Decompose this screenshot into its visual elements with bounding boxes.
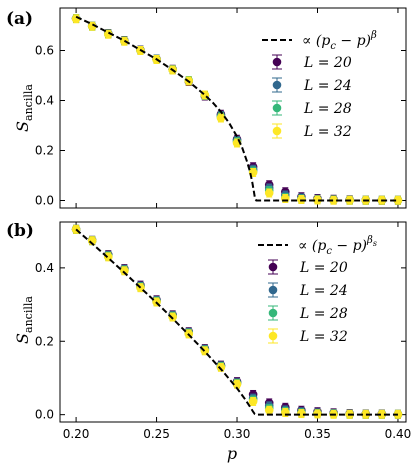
legend-marker [268, 282, 278, 298]
x-tick-label: 0.35 [304, 427, 331, 441]
fit-curve-b [75, 228, 398, 416]
legend-series-label: L = 32 [299, 329, 348, 345]
data-point [216, 113, 226, 123]
data-point [103, 29, 113, 39]
ticks-b: 0.20 0.25 0.30 0.35 0.40 0.0 0.2 0.4 [35, 222, 411, 441]
fit-line [75, 228, 398, 416]
data-point [120, 266, 129, 276]
data-point [361, 409, 371, 419]
legend-series-label: L = 20 [303, 55, 352, 71]
y-tick-label: 0.6 [35, 44, 54, 58]
data-point [248, 396, 258, 406]
y-axis-label-a: Sancilla [13, 84, 35, 132]
legend-marker [268, 328, 278, 344]
legend-series-label: L = 28 [303, 101, 352, 117]
legend-marker [268, 305, 278, 321]
y-tick-label: 0.0 [35, 408, 54, 422]
x-tick-label: 0.25 [143, 427, 170, 441]
legend-series-label: L = 24 [299, 283, 348, 299]
data-point [281, 194, 290, 203]
legend-fit-label: ∝ (pc − p)β [302, 30, 377, 52]
data-point [393, 195, 403, 205]
data-point [329, 195, 338, 205]
x-tick-label: 0.40 [385, 427, 412, 441]
y-axis-label-a-sub: ancilla [22, 84, 35, 121]
data-point [313, 195, 322, 205]
x-tick-label: 0.30 [224, 427, 251, 441]
legend-marker [272, 54, 282, 70]
ticks-a: 0.0 0.2 0.4 0.6 [35, 8, 406, 208]
data-point [377, 409, 387, 419]
fit-curve-a [75, 15, 398, 202]
legend-b: ∝ (pc − p)βs L = 20 L = 24 L = 28 L = 32 [258, 235, 377, 345]
y-axis-label-a-main: S [13, 121, 32, 132]
legend-series-label: L = 28 [299, 306, 348, 322]
data-point [87, 21, 97, 31]
legend-marker [272, 123, 282, 139]
legend-fit-label: ∝ (pc − p)βs [298, 235, 377, 257]
panel-label-a: (a) [6, 9, 33, 29]
y-tick-label: 0.2 [35, 334, 54, 348]
panel-a: (a) Sancilla 0.0 0.2 0.4 0.6 ∝ (pc − p)β L =… [6, 7, 407, 209]
x-tick-label: 0.20 [63, 427, 90, 441]
y-axis-label-b-sub: ancilla [22, 296, 35, 333]
fit-line [75, 15, 398, 202]
y-tick-label: 0.2 [35, 144, 54, 158]
y-tick-label: 0.4 [35, 94, 54, 108]
plot-frame-a [59, 7, 407, 209]
legend-series-label: L = 24 [303, 78, 352, 94]
data-point [71, 14, 81, 24]
data-point [168, 312, 177, 322]
data-point [264, 188, 274, 198]
y-tick-label: 0.0 [35, 194, 54, 208]
panel-b: (b) Sancilla p 0.20 0.25 0.30 0.35 0.400.00.… [6, 221, 411, 463]
data-point [264, 405, 274, 415]
legend-marker [272, 100, 282, 116]
data-point [393, 409, 403, 419]
plot-frame-b [59, 221, 407, 423]
legend-series-label: L = 20 [299, 260, 348, 276]
legend-marker [268, 259, 278, 275]
data-point [297, 409, 306, 419]
legend-series-label: L = 32 [303, 124, 352, 140]
y-tick-label: 0.4 [35, 261, 54, 275]
panel-label-b: (b) [6, 221, 34, 241]
legend-marker [272, 77, 282, 93]
legend-a: ∝ (pc − p)β L = 20 L = 24 L = 28 L = 32 [262, 30, 377, 140]
y-axis-label-b: Sancilla [13, 296, 35, 344]
x-axis-label: p [227, 444, 237, 463]
y-axis-label-b-main: S [13, 333, 32, 344]
